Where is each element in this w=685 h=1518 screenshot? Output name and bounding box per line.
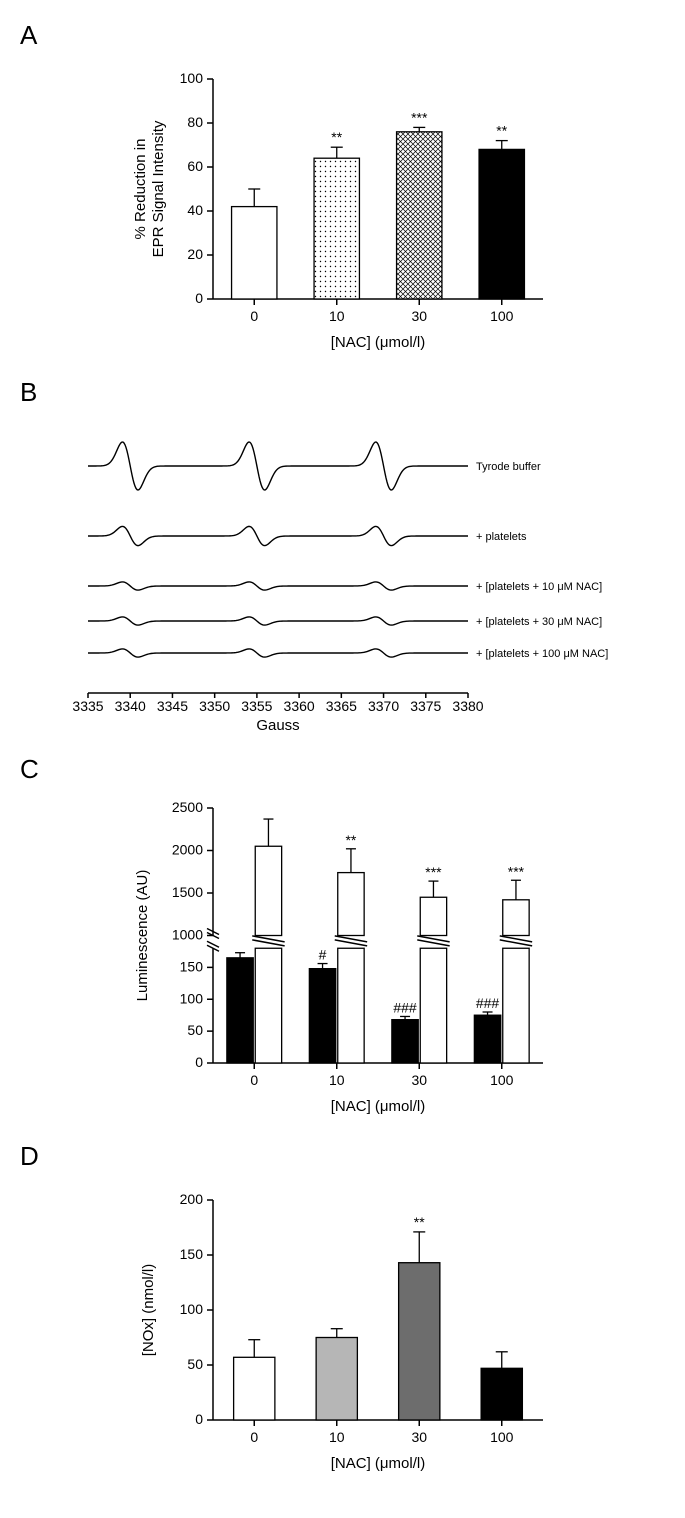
svg-text:###: ###: [475, 995, 499, 1011]
svg-text:***: ***: [425, 864, 442, 880]
svg-text:2500: 2500: [171, 799, 202, 815]
chart-b: Tyrode buffer + platelets + [platelets + 1…: [48, 416, 638, 736]
svg-text:3340: 3340: [114, 698, 145, 714]
svg-text:0: 0: [250, 308, 258, 324]
svg-text:EPR Signal Intensity: EPR Signal Intensity: [150, 120, 167, 257]
svg-text:100: 100: [490, 1072, 514, 1088]
panel-d-label: D: [20, 1141, 665, 1172]
svg-text:3380: 3380: [452, 698, 483, 714]
chart-a: 020406080100% Reduction inEPR Signal Int…: [123, 59, 563, 359]
svg-text:3345: 3345: [156, 698, 187, 714]
panel-a-label: A: [20, 20, 665, 51]
svg-text:40: 40: [187, 202, 203, 218]
svg-text:2000: 2000: [171, 842, 202, 858]
svg-text:0: 0: [195, 1411, 203, 1427]
svg-text:***: ***: [507, 863, 524, 879]
svg-text:50: 50: [187, 1022, 203, 1038]
svg-text:+ platelets: + platelets: [476, 531, 527, 543]
svg-text:10: 10: [328, 1072, 344, 1088]
svg-text:[NAC] (μmol/l): [NAC] (μmol/l): [330, 334, 424, 351]
svg-text:###: ###: [393, 999, 417, 1015]
svg-text:50: 50: [187, 1356, 203, 1372]
svg-text:150: 150: [179, 958, 203, 974]
svg-text:10: 10: [328, 308, 344, 324]
svg-text:80: 80: [187, 114, 203, 130]
svg-text:**: **: [331, 129, 342, 145]
svg-text:Luminescence (AU): Luminescence (AU): [134, 870, 151, 1002]
svg-text:30: 30: [411, 1072, 427, 1088]
svg-text:100: 100: [490, 1429, 514, 1445]
svg-text:0: 0: [195, 1054, 203, 1070]
svg-text:1500: 1500: [171, 884, 202, 900]
svg-text:10: 10: [328, 1429, 344, 1445]
svg-text:100: 100: [179, 70, 203, 86]
panel-c-label: C: [20, 754, 665, 785]
svg-text:**: **: [345, 832, 356, 848]
svg-text:[NOx] (nmol/l): [NOx] (nmol/l): [140, 1264, 157, 1357]
svg-text:**: **: [413, 1214, 424, 1230]
svg-text:[NAC] (μmol/l): [NAC] (μmol/l): [330, 1455, 424, 1472]
svg-text:3350: 3350: [199, 698, 230, 714]
svg-text:3365: 3365: [325, 698, 356, 714]
svg-text:3375: 3375: [410, 698, 441, 714]
svg-text:3355: 3355: [241, 698, 272, 714]
svg-text:3360: 3360: [283, 698, 314, 714]
svg-text:100: 100: [490, 308, 514, 324]
svg-text:**: **: [496, 123, 507, 139]
svg-text:3370: 3370: [367, 698, 398, 714]
svg-text:0: 0: [250, 1072, 258, 1088]
svg-text:+ [platelets + 10 μM NAC]: + [platelets + 10 μM NAC]: [476, 581, 602, 593]
svg-text:3335: 3335: [72, 698, 103, 714]
svg-text:30: 30: [411, 308, 427, 324]
svg-text:1000: 1000: [171, 927, 202, 943]
svg-text:20: 20: [187, 246, 203, 262]
svg-text:***: ***: [411, 109, 428, 125]
svg-text:Tyrode buffer: Tyrode buffer: [476, 461, 541, 473]
svg-text:[NAC] (μmol/l): [NAC] (μmol/l): [330, 1098, 424, 1115]
panel-b-label: B: [20, 377, 665, 408]
svg-text:+ [platelets + 100 μM NAC]: + [platelets + 100 μM NAC]: [476, 648, 608, 660]
chart-c: 0501001501000150020002500Luminescence (A…: [123, 793, 563, 1123]
svg-text:100: 100: [179, 1301, 203, 1317]
svg-text:0: 0: [250, 1429, 258, 1445]
svg-text:60: 60: [187, 158, 203, 174]
svg-text:150: 150: [179, 1246, 203, 1262]
svg-text:#: #: [318, 947, 326, 963]
svg-text:200: 200: [179, 1191, 203, 1207]
svg-text:30: 30: [411, 1429, 427, 1445]
svg-text:0: 0: [195, 290, 203, 306]
svg-text:100: 100: [179, 990, 203, 1006]
svg-text:Gauss: Gauss: [256, 717, 299, 734]
svg-text:+ [platelets + 30 μM NAC]: + [platelets + 30 μM NAC]: [476, 616, 602, 628]
chart-d: 0 50 100 150 200 [NOx] (nmol/l) 0 10 30 ** 100 [NAC…: [123, 1180, 563, 1480]
svg-text:% Reduction in: % Reduction in: [132, 139, 149, 240]
